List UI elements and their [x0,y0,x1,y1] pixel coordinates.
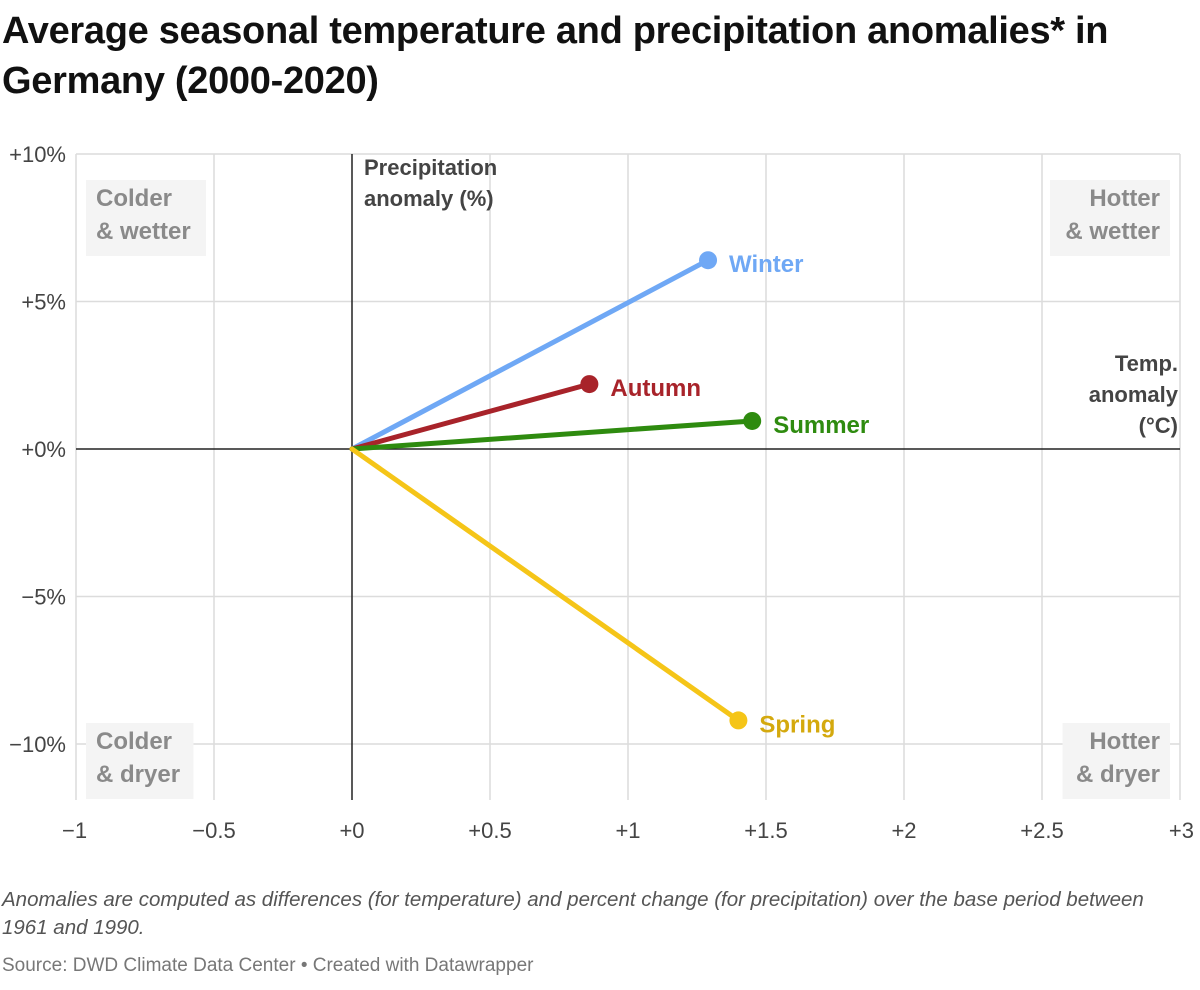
quadrant-label-bg [1062,723,1170,799]
grid-lines [75,153,1181,800]
series-point-winter [699,251,718,270]
chart-title: Average seasonal temperature and precipi… [2,10,1109,102]
x-tick-label: −0.5 [192,818,235,843]
series-line-winter [349,257,711,452]
x-tick-label: +1.5 [744,818,787,843]
tick-labels: −1 −0.5 +0 +0.5 +1 +1.5 +2 +2.5 +3 +10% +5% +0% −5% −… [9,142,1194,843]
x-axis-title: anomaly [1089,382,1179,407]
quadrant-label-top-left: Colder [96,185,172,212]
series-label-winter: Winter [729,251,803,278]
x-tick-label: −1 [62,818,87,843]
y-tick-label: +10% [9,142,66,167]
zero-axes [76,154,1180,800]
x-axis-title: Temp. [1115,351,1178,376]
series-point-summer [743,411,762,430]
series-point-spring [729,711,748,730]
quadrant-label-bottom-right: & dryer [1076,761,1160,788]
series-line-summer [349,418,755,452]
footnote: Anomalies are computed as differences (f… [2,888,1144,939]
y-tick-label: −10% [9,732,66,757]
y-axis-title: Precipitation [364,155,497,180]
y-tick-label: +5% [21,290,66,315]
x-tick-label: +2 [891,818,916,843]
x-tick-label: +0 [339,818,364,843]
series-line-spring [349,446,741,723]
source-credit: Source: DWD Climate Data Center • Create… [2,955,534,976]
series-line-autumn [349,381,592,452]
x-axis-title: (°C) [1139,413,1178,438]
quadrant-label-bottom-right: Hotter [1089,728,1160,755]
quadrant-label-bg [86,723,194,799]
quadrant-label-top-left: & wetter [96,218,191,245]
series-marks: Winter Autumn Summer Spring [349,251,869,738]
quadrant-labels: Colder & wetter Hotter & wetter Colder & drye… [86,180,1170,799]
x-tick-label: +1 [615,818,640,843]
series-label-spring: Spring [759,711,835,738]
y-axis-title: anomaly (%) [364,186,494,211]
quadrant-label-bg [1050,180,1170,256]
axis-titles: Precipitation anomaly (%) Temp. anomaly (°C) [364,155,1179,438]
scatter-anomaly-chart: Colder & wetter Hotter & wetter Colder & drye… [9,142,1194,843]
series-label-summer: Summer [773,412,869,439]
quadrant-label-bottom-left: Colder [96,728,172,755]
x-tick-label: +3 [1169,818,1194,843]
x-tick-label: +2.5 [1020,818,1063,843]
quadrant-label-bg [86,180,206,256]
series-point-autumn [580,375,599,394]
quadrant-label-bottom-left: & dryer [96,761,180,788]
series-label-autumn: Autumn [610,375,701,402]
quadrant-label-top-right: & wetter [1065,218,1160,245]
y-tick-label: +0% [21,437,66,462]
y-tick-label: −5% [21,585,66,610]
x-tick-label: +0.5 [468,818,511,843]
quadrant-label-top-right: Hotter [1089,185,1160,212]
